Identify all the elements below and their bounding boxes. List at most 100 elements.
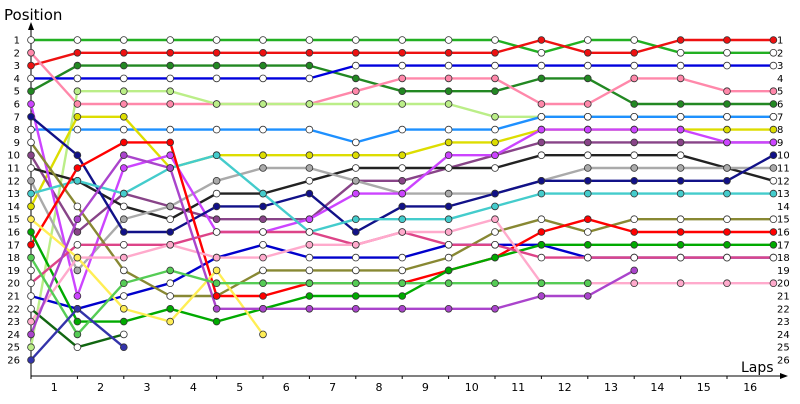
series-10-point: [120, 202, 128, 211]
series-17-point: [212, 292, 221, 300]
series-4-point: [723, 61, 731, 70]
series-line-21: [30, 218, 264, 336]
series-15-point: [583, 189, 592, 198]
series-23-point: [73, 215, 82, 224]
series-7-point: [583, 113, 592, 121]
y-tick-labels-right: 1234567891011121314151617181920212223242…: [777, 36, 790, 367]
series-9-point: [73, 228, 82, 236]
series-10-point: [630, 151, 638, 160]
y-tick-label-right: 25: [777, 343, 790, 354]
axes: Position Laps: [4, 6, 788, 379]
series-12-point: [305, 215, 314, 224]
series-20-point: [676, 279, 685, 288]
series-2-point: [305, 48, 314, 57]
series-11-point: [120, 215, 128, 224]
series-4-point: [676, 61, 685, 70]
series-6-point: [444, 100, 453, 108]
series-24-point: [583, 279, 592, 288]
x-tick-label: 8: [376, 381, 383, 394]
series-8-point: [723, 125, 731, 134]
series-21-point: [212, 266, 221, 275]
series-19-point: [537, 253, 546, 262]
series-16-point: [398, 266, 407, 275]
y-tick-label-right: 18: [777, 253, 790, 264]
series-20-point: [120, 253, 128, 262]
y-tick-label-left: 19: [7, 266, 20, 277]
series-7-point: [305, 125, 314, 134]
series-3-point: [769, 100, 778, 108]
series-8-point: [120, 113, 128, 121]
series-16-point: [676, 215, 685, 224]
series-5-point: [166, 100, 175, 108]
series-15-point: [676, 189, 685, 198]
series-11-point: [73, 266, 82, 275]
series-9-point: [676, 138, 685, 147]
series-16-point: [723, 215, 731, 224]
y-tick-label-right: 1: [777, 36, 783, 47]
series-2-point: [537, 36, 546, 44]
series-8-point: [444, 138, 453, 147]
series-14-point: [537, 177, 546, 185]
y-tick-label-left: 10: [7, 151, 20, 162]
series-12-point: [166, 151, 175, 160]
series-19-point: [73, 241, 82, 249]
series-3-point: [676, 100, 685, 108]
series-24-point: [444, 279, 453, 288]
series-13-point: [27, 292, 35, 300]
series-21-point: [259, 330, 267, 339]
series-13-point: [166, 279, 175, 288]
series-12-point: [630, 125, 638, 134]
x-tick-label: 11: [511, 381, 525, 394]
series-7-point: [73, 125, 82, 134]
y-tick-label-left: 23: [7, 317, 20, 328]
series-21-point: [27, 215, 35, 224]
series-7-point: [27, 125, 35, 134]
series-8-point: [259, 151, 267, 160]
series-15-point: [212, 151, 221, 160]
series-2-point: [676, 36, 685, 44]
series-line-23: [29, 153, 635, 335]
series-6-point: [259, 100, 267, 108]
y-tick-label-left: 20: [7, 279, 20, 290]
y-tick-label-right: 4: [777, 74, 783, 85]
x-tick-label: 16: [743, 381, 757, 394]
series-7-point: [120, 125, 128, 134]
series-4-point: [120, 74, 128, 83]
y-tick-label-right: 3: [777, 61, 783, 72]
series-2-point: [630, 48, 638, 57]
series-23-point: [444, 304, 453, 313]
series-17-point: [769, 228, 778, 236]
series-21-point: [166, 317, 175, 326]
series-2-point: [398, 48, 407, 57]
y-tick-label-right: 15: [777, 215, 790, 226]
series-2-point: [27, 61, 35, 70]
y-tick-label-left: 7: [14, 112, 20, 123]
series-1-point: [166, 36, 175, 44]
series-10-point: [212, 189, 221, 198]
series-11-point: [351, 177, 360, 185]
series-23-point: [398, 304, 407, 313]
y-tick-label-right: 22: [777, 304, 790, 315]
series-14-point: [491, 189, 499, 198]
y-tick-label-left: 13: [7, 189, 20, 200]
series-9-point: [398, 177, 407, 185]
series-16-point: [351, 266, 360, 275]
series-18-point: [212, 317, 221, 326]
series-24-point: [259, 279, 267, 288]
series-6-point: [166, 87, 175, 95]
series-10-point: [676, 151, 685, 160]
series-11-point: [583, 164, 592, 172]
series-18-point: [769, 241, 778, 249]
x-tick-label: 9: [422, 381, 429, 394]
series-15-point: [537, 189, 546, 198]
series-14-point: [676, 177, 685, 185]
y-tick-label-left: 26: [7, 356, 20, 367]
series-2-point: [212, 48, 221, 57]
series-2-point: [491, 48, 499, 57]
series-22-point: [120, 330, 128, 339]
series-2-point: [73, 48, 82, 57]
series-15-point: [398, 215, 407, 224]
series-10-point: [769, 177, 778, 185]
series-7-point: [630, 113, 638, 121]
